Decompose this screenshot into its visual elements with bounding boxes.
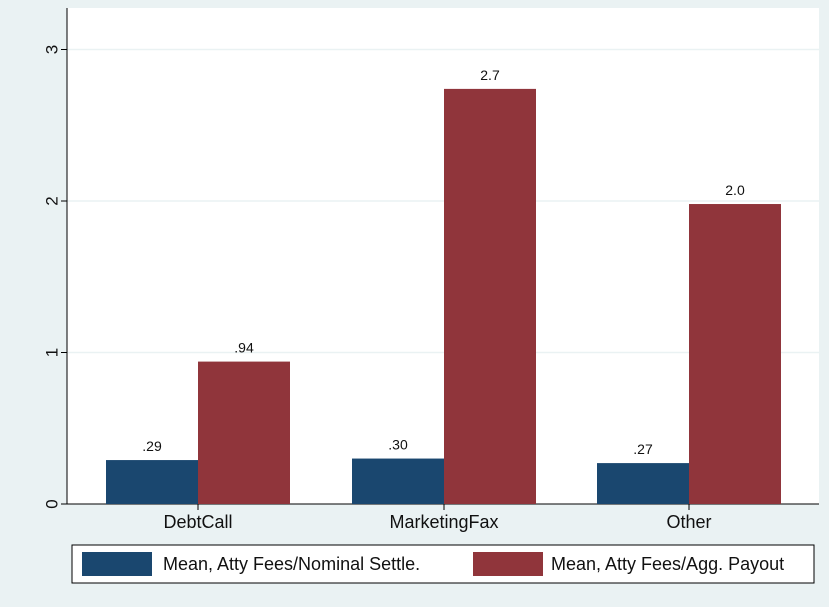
y-axis-ticks: 0 1 2 3 <box>43 45 67 509</box>
y-tick-label: 2 <box>43 196 62 205</box>
y-tick-label: 0 <box>43 499 62 508</box>
bar-marketingfax-series-2 <box>444 88 536 504</box>
category-label: MarketingFax <box>389 512 498 532</box>
data-label: 2.7 <box>480 67 500 83</box>
legend-label: Mean, Atty Fees/Agg. Payout <box>551 554 784 574</box>
category-label: DebtCall <box>163 512 232 532</box>
legend-swatch <box>82 552 152 576</box>
bar-debtcall-series-1 <box>106 460 198 504</box>
y-tick-label: 3 <box>43 45 62 54</box>
bar-debtcall-series-2 <box>198 361 290 504</box>
data-label: 2.0 <box>725 182 745 198</box>
data-labels: .29 .94 .30 2.7 .27 2.0 <box>142 67 745 457</box>
bar-other-series-2 <box>689 204 781 504</box>
category-label: Other <box>666 512 711 532</box>
category-labels: DebtCall MarketingFax Other <box>163 504 712 532</box>
bar-other-series-1 <box>597 463 689 504</box>
bars <box>106 88 781 504</box>
legend-box <box>71 544 815 584</box>
legend-swatch <box>473 552 543 576</box>
y-tick-label: 1 <box>43 348 62 357</box>
data-label: .94 <box>234 340 254 356</box>
data-label: .27 <box>633 441 653 457</box>
data-label: .30 <box>388 437 408 453</box>
data-label: .29 <box>142 438 162 454</box>
bar-marketingfax-series-1 <box>352 458 444 504</box>
legend-label: Mean, Atty Fees/Nominal Settle. <box>163 554 420 574</box>
legend: Mean, Atty Fees/Nominal Settle. Mean, Att… <box>71 544 815 584</box>
